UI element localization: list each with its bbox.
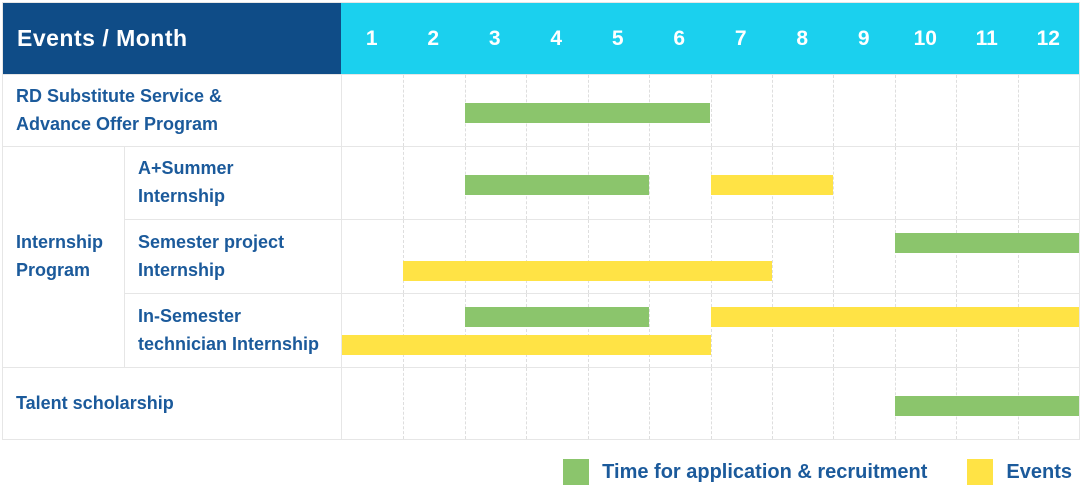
legend-item-recruitment: Time for application & recruitment <box>563 459 927 485</box>
month-gridline <box>956 75 958 146</box>
legend-item-events: Events <box>967 459 1072 485</box>
row-label-semester-project-internship: Semester project Internship <box>124 219 341 293</box>
month-gridline <box>1017 75 1019 146</box>
month-header-7: 7 <box>734 26 747 50</box>
gantt-bar-recruitment <box>464 175 650 195</box>
month-header-1: 1 <box>365 26 378 50</box>
month-gridline <box>403 220 405 293</box>
events-month-table: Events / Month 1 2 3 4 5 6 7 8 9 10 11 12 RD Substi… <box>2 2 1080 440</box>
month-gridline <box>956 294 958 367</box>
row-label-text: Talent scholarship <box>16 392 174 413</box>
events-color-swatch <box>967 459 994 485</box>
row-label-a-plus-summer-internship: A+Summer Internship <box>124 146 341 219</box>
gantt-bar-event <box>342 335 711 355</box>
month-gridline <box>771 220 773 293</box>
gantt-bar-event <box>710 307 1079 327</box>
month-gridline <box>464 368 466 439</box>
month-gridline <box>833 294 835 367</box>
row-label-text: RD Substitute Service & Advance Offer Pr… <box>16 85 223 134</box>
row-label-text: Semester project Internship <box>138 231 285 280</box>
month-gridline <box>403 147 405 219</box>
month-header-2: 2 <box>427 26 440 50</box>
row-label-text: In-Semester technician Internship <box>138 305 320 354</box>
month-gridline <box>403 368 405 439</box>
month-gridline <box>464 220 466 293</box>
month-header-3: 3 <box>488 26 501 50</box>
gantt-bar-event <box>710 175 834 195</box>
month-gridline <box>403 294 405 367</box>
row-group-label-internship-program: Internship Program <box>3 146 124 367</box>
row-label-in-semester-technician-internship: In-Semester technician Internship <box>124 293 341 367</box>
table-title-cell: Events / Month <box>3 3 341 74</box>
month-header-5: 5 <box>611 26 624 50</box>
month-gridline <box>464 294 466 367</box>
month-header-12: 12 <box>1036 26 1060 50</box>
chart-cell <box>341 367 1079 439</box>
legend: Time for application & recruitment Event… <box>563 459 1072 485</box>
month-gridline <box>833 220 835 293</box>
month-header-10: 10 <box>913 26 937 50</box>
month-gridline <box>710 220 712 293</box>
month-header-9: 9 <box>857 26 870 50</box>
month-header-6: 6 <box>673 26 686 50</box>
gantt-bar-recruitment <box>464 307 650 327</box>
month-gridline <box>956 147 958 219</box>
month-gridline <box>1017 294 1019 367</box>
month-gridline <box>833 147 835 219</box>
month-gridline <box>710 294 712 367</box>
month-gridline <box>710 368 712 439</box>
month-gridline <box>1017 220 1019 293</box>
month-gridline <box>649 294 651 367</box>
month-header-4: 4 <box>550 26 563 50</box>
month-header-11: 11 <box>975 26 998 50</box>
chart-cell <box>341 293 1079 367</box>
row-label-text: A+Summer Internship <box>138 158 234 206</box>
month-gridline <box>833 368 835 439</box>
month-gridline <box>649 368 651 439</box>
month-gridline <box>587 220 589 293</box>
month-gridline <box>587 294 589 367</box>
month-gridline <box>526 220 528 293</box>
month-gridline <box>526 294 528 367</box>
month-gridline <box>771 368 773 439</box>
month-gridline <box>710 75 712 146</box>
month-gridline <box>1017 147 1019 219</box>
month-gridline <box>894 294 896 367</box>
month-gridline <box>894 220 896 293</box>
month-gridline <box>403 75 405 146</box>
month-gridline <box>894 147 896 219</box>
row-label-talent-scholarship: Talent scholarship <box>3 367 341 439</box>
month-gridline <box>894 75 896 146</box>
group-label-text: Internship Program <box>16 232 104 280</box>
month-gridline <box>771 294 773 367</box>
chart-cell <box>341 146 1079 219</box>
gantt-bar-event <box>403 261 772 281</box>
recruitment-color-swatch <box>563 459 590 485</box>
month-gridline <box>649 220 651 293</box>
chart-cell <box>341 74 1079 146</box>
legend-label-events: Events <box>1006 460 1072 483</box>
month-header-8: 8 <box>796 26 809 50</box>
month-gridline <box>649 147 651 219</box>
gantt-bar-recruitment <box>894 233 1079 253</box>
table-title: Events / Month <box>17 25 188 51</box>
legend-label-recruitment: Time for application & recruitment <box>602 460 928 483</box>
month-gridline <box>956 220 958 293</box>
gantt-bar-recruitment <box>464 102 711 123</box>
gantt-bar-recruitment <box>894 395 1079 416</box>
row-label-rd-substitute-service: RD Substitute Service & Advance Offer Pr… <box>3 74 341 146</box>
month-gridline <box>833 75 835 146</box>
months-header-strip: 1 2 3 4 5 6 7 8 9 10 11 12 <box>341 3 1079 74</box>
month-gridline <box>771 75 773 146</box>
month-gridline <box>526 368 528 439</box>
month-gridline <box>587 368 589 439</box>
chart-cell <box>341 219 1079 293</box>
